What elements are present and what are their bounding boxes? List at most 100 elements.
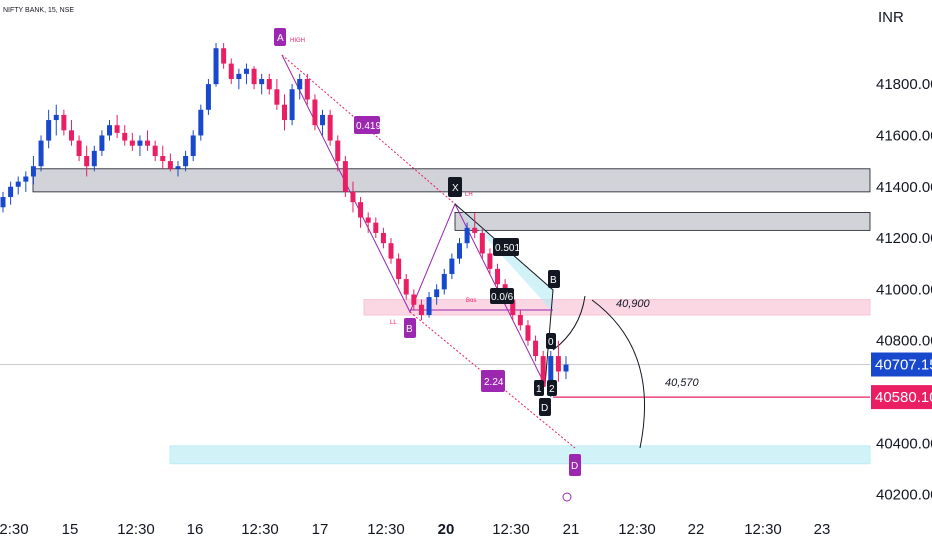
ratio-1-label: 0.419 [356, 121, 381, 132]
candle-body [190, 135, 196, 156]
target-zone [169, 445, 871, 465]
candle-body [114, 125, 120, 133]
candle-body [23, 176, 29, 182]
level-low-annotation: 40,570 [665, 377, 700, 389]
x-tick-label: 12:30 [241, 521, 279, 538]
candle-body [175, 166, 181, 169]
x-tick-label: 2:30 [0, 521, 29, 538]
price-axis[interactable]: 41800.00 41600.00 41400.00 41200.00 41000.00… [876, 76, 932, 503]
candle-body [320, 114, 326, 126]
y-tick-label: 41400.00 [876, 179, 932, 196]
candle-body [84, 155, 90, 167]
candle-body [335, 140, 341, 162]
point-xd-label: D [541, 403, 548, 414]
candle-body [251, 68, 257, 85]
candle-body [388, 243, 394, 259]
ratio-3-badge [493, 238, 519, 256]
candle-body [198, 109, 204, 136]
x-tick-label: 12:30 [492, 521, 530, 538]
num-2-badge [547, 380, 557, 396]
candle-body [563, 364, 569, 372]
resistance-zone-2 [454, 212, 871, 231]
candle-body [91, 150, 97, 167]
candle-body [274, 89, 280, 105]
x-tick-label: 12:30 [117, 521, 155, 538]
high-tag: HIGH [290, 38, 305, 44]
candle-body [107, 125, 113, 136]
xabd-triangle-fill [455, 204, 553, 312]
candle-body [228, 63, 234, 80]
point-d-label: D [571, 461, 578, 472]
ll-tag: LL [390, 320, 397, 326]
level-price-tag-text: 40580.10 [875, 389, 932, 406]
candle-body [46, 120, 52, 141]
candle-body [282, 104, 287, 121]
candle-body [342, 161, 348, 192]
pattern-layer [281, 54, 646, 449]
level-price-tag [871, 385, 932, 410]
candle-body [533, 340, 539, 357]
point-a-label: A [277, 33, 284, 44]
candle-body [137, 140, 143, 146]
current-price-tag [871, 352, 932, 377]
candle-body [411, 294, 417, 305]
candle-body [259, 79, 265, 85]
labels-layer: A HIGH 0.419 X LH 0.501 B Bos 0.0/6 40,9… [274, 28, 700, 502]
x-tick-label: 17 [312, 521, 329, 538]
time-axis[interactable]: 2:30 15 12:30 16 12:30 17 12:30 20 12:30 21 12:30 2… [0, 521, 830, 538]
current-price-tag-text: 40707.15 [875, 357, 932, 374]
candle-body [152, 145, 158, 156]
candle-body [213, 48, 219, 85]
x-tick-label: 15 [62, 521, 79, 538]
candle-body [183, 155, 189, 167]
y-tick-label: 40800.00 [876, 333, 932, 350]
candle-body [548, 356, 554, 387]
candle-body [0, 197, 6, 208]
candle-body [30, 166, 36, 177]
x-tick-label: 16 [187, 521, 204, 538]
candle-body [540, 356, 546, 387]
candle-body [441, 273, 447, 290]
ratio-2-label: 2.24 [484, 377, 504, 388]
candle-body [99, 135, 105, 151]
candle-body [243, 68, 249, 74]
candle-body [38, 140, 44, 167]
point-xb-label: B [550, 275, 557, 286]
symbol-label: NIFTY BANK, 15, NSE [3, 7, 74, 14]
x-tick-label: 22 [688, 521, 705, 538]
y-tick-label: 40400.00 [876, 435, 932, 452]
event-marker-icon[interactable] [562, 492, 572, 502]
candle-body [289, 89, 295, 121]
candle-body [221, 48, 227, 64]
candle-body [464, 227, 470, 244]
point-b-badge [404, 318, 416, 338]
candles-layer [0, 43, 569, 398]
ratio-2-badge [481, 370, 505, 392]
num-1-badge [534, 380, 544, 396]
ratio-4-badge [490, 288, 514, 304]
candle-body [403, 279, 409, 295]
candle-body [327, 114, 333, 141]
candle-body [456, 243, 462, 259]
candle-body [418, 304, 424, 316]
candle-body [495, 268, 501, 285]
point-b-label: B [406, 324, 413, 335]
candle-body [396, 258, 402, 280]
bos-label: Bos [466, 298, 476, 304]
candle-body [205, 84, 211, 110]
candle-body [525, 325, 531, 341]
x-tick-label: 20 [438, 521, 455, 538]
candle-body [472, 227, 478, 233]
lh-tag: LH [465, 192, 473, 198]
num-1-label: 1 [536, 384, 542, 395]
num-0-label: 0 [548, 337, 554, 348]
candle-body [449, 258, 455, 274]
candle-body [8, 186, 14, 198]
projection-arrow-down [591, 299, 646, 449]
candle-body [380, 232, 386, 244]
point-x-badge [448, 177, 462, 197]
projection-arrow-up [552, 295, 586, 351]
point-xd-badge [539, 398, 551, 416]
candle-body [68, 130, 74, 141]
